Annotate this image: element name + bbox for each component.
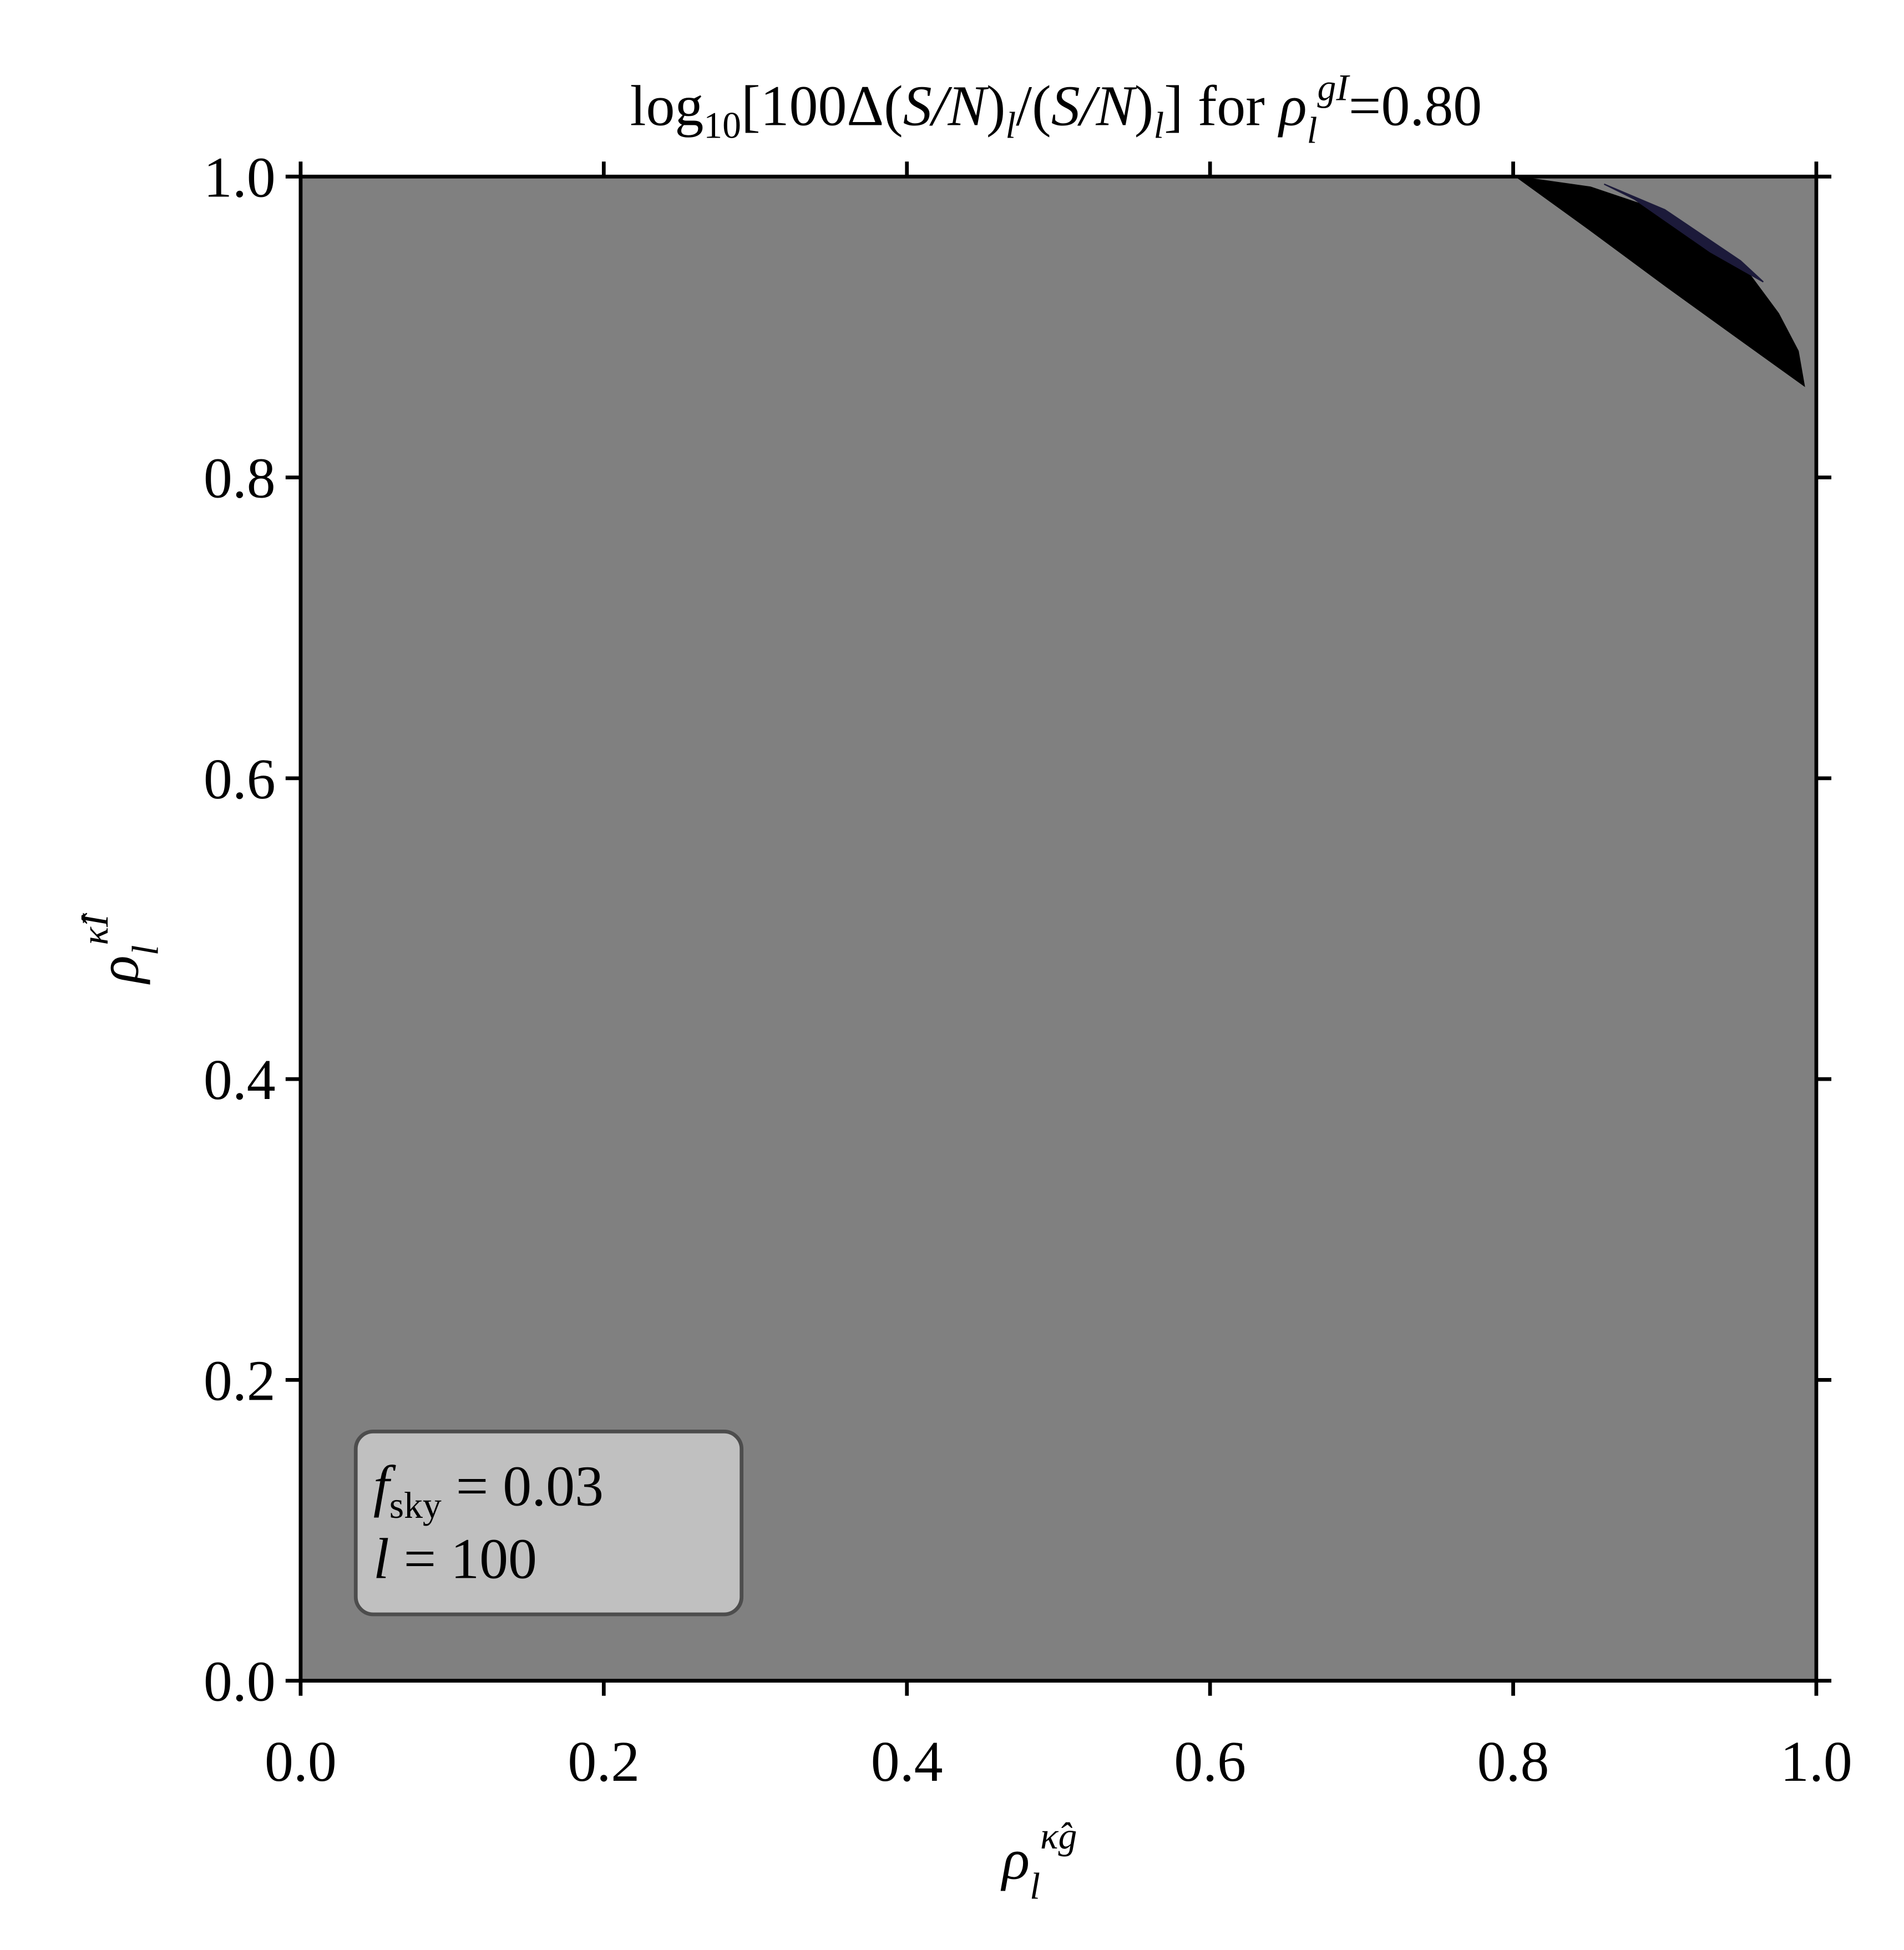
axes-frame: [298, 174, 1819, 1683]
contour-region: [1603, 183, 1764, 283]
title-part: l: [1005, 104, 1016, 146]
title-part: ): [986, 74, 1006, 138]
x-tick-label: 0.4: [871, 1730, 943, 1794]
label-part: l: [124, 945, 166, 956]
x-tick-label: 1.0: [1780, 1730, 1852, 1794]
x-tick-label: 0.2: [568, 1730, 640, 1794]
y-tick-label: 0.0: [204, 1650, 276, 1714]
annotation-part: = 100: [389, 1527, 537, 1591]
title-part: l: [1307, 109, 1318, 151]
x-tick-label: 0.0: [265, 1730, 337, 1794]
x-tick-label: 0.6: [1174, 1730, 1246, 1794]
annotation-part: = 0.03: [442, 1455, 604, 1518]
x-axis-label: ρlκ̂g: [1000, 1815, 1077, 1907]
title-part: log: [630, 74, 704, 138]
title-part: ρ: [1278, 74, 1307, 138]
title-part: =0.80: [1349, 74, 1482, 138]
title-part: /(: [1016, 74, 1051, 138]
y-tick-label: 0.2: [204, 1349, 276, 1412]
title-part: S/N: [903, 74, 990, 138]
annotation-part: sky: [389, 1485, 442, 1526]
annotation-box: [353, 1429, 744, 1617]
label-part: ρ: [1000, 1827, 1030, 1891]
chart-title: log10[100Δ(S/N)l/(S/N)l] for ρlgI=0.80: [630, 67, 1482, 151]
y-tick-label: 1.0: [204, 145, 276, 209]
annotation-part: l: [373, 1527, 389, 1591]
y-tick-label: 0.6: [204, 747, 276, 811]
title-part: S/N: [1051, 74, 1138, 138]
title-part: ): [1135, 74, 1154, 138]
title-part: [100Δ(: [741, 74, 903, 138]
title-part: l: [1153, 104, 1164, 146]
label-part: ρ: [87, 955, 150, 985]
y-tick-label: 0.8: [204, 447, 276, 510]
label-part: κ̂g: [1040, 1815, 1077, 1857]
title-part: gI: [1317, 67, 1350, 109]
title-part: 10: [703, 104, 741, 146]
y-axis-label: ρl κ̂I: [74, 913, 166, 985]
annotation-line: l = 100: [373, 1527, 537, 1591]
label-part: l: [1030, 1865, 1040, 1907]
label-part: κ̂I: [74, 913, 116, 945]
y-tick-label: 0.4: [204, 1048, 276, 1112]
x-tick-label: 0.8: [1477, 1730, 1549, 1794]
title-part: ] for: [1164, 74, 1279, 138]
